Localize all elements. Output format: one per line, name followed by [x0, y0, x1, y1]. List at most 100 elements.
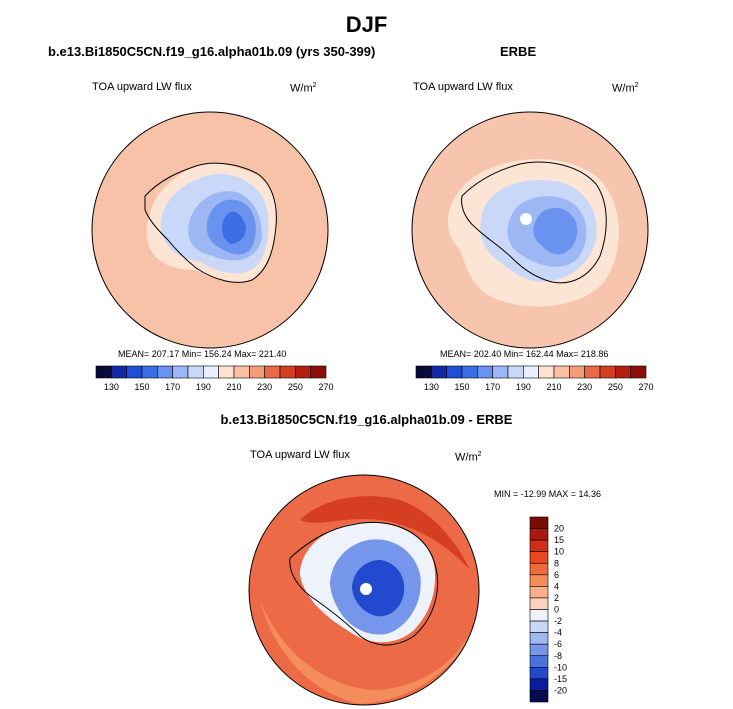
model-colorbar-box-6 — [187, 365, 204, 379]
obs-colorbar-box-8 — [538, 365, 555, 379]
diff-colorbar-label: -4 — [554, 628, 562, 638]
diff-colorbar-label: -20 — [554, 685, 567, 695]
obs-colorbar-box-6 — [507, 365, 524, 379]
model-colorbar-box-10 — [249, 365, 265, 379]
obs-polar-map — [411, 111, 649, 349]
diff-colorbar-box-0 — [529, 516, 549, 529]
model-coastline — [144, 162, 277, 283]
model-colorbar-box-9 — [233, 365, 250, 379]
diff-colorbar-label: 8 — [554, 558, 559, 568]
model-colorbar-label: 210 — [226, 382, 241, 392]
diff-colorbar-label: 20 — [554, 524, 564, 534]
diff-colorbar-box-12 — [529, 655, 549, 668]
obs-colorbar-box-7 — [523, 365, 539, 379]
diff-positive-band — [260, 600, 478, 704]
model-level-160 — [222, 211, 246, 244]
diff-colorbar-label: -15 — [554, 674, 567, 684]
obs-colorbar-box-3 — [461, 365, 478, 379]
diff-colorbar-label: 6 — [554, 570, 559, 580]
obs-colorbar-label: 130 — [424, 382, 439, 392]
model-colorbar-box-14 — [310, 365, 327, 379]
obs-variable-label: TOA upward LW flux — [413, 81, 513, 93]
model-colorbar-box-11 — [264, 365, 281, 379]
model-panel-title: b.e13.Bi1850C5CN.f19_g16.alpha01b.09 (yr… — [48, 44, 376, 59]
model-colorbar-label: 150 — [134, 382, 149, 392]
obs-colorbar-box-14 — [630, 365, 647, 379]
diff-colorbar-label: 0 — [554, 605, 559, 615]
obs-colorbar: 130 150 170 190 210 230 250 270 — [415, 365, 654, 392]
model-colorbar: 130 150 170 190 210 230 250 270 — [95, 365, 334, 392]
model-colorbar-box-12 — [279, 365, 296, 379]
diff-colorbar-label: 10 — [554, 547, 564, 557]
diff-colorbar-box-7 — [529, 597, 549, 610]
model-colorbar-box-7 — [203, 365, 219, 379]
obs-colorbar-label: 190 — [516, 382, 531, 392]
obs-units-label: W/m2 — [612, 82, 639, 95]
model-map-border — [91, 111, 329, 349]
model-stats-text: MEAN= 207.17 Min= 156.24 Max= 221.40 — [118, 349, 287, 359]
obs-level-170 — [533, 207, 578, 255]
obs-colorbar-box-2 — [446, 365, 463, 379]
diff-colorbar-box-6 — [529, 586, 549, 599]
model-colorbar-box-3 — [141, 365, 158, 379]
diff-panel-title: b.e13.Bi1850C5CN.f19_g16.alpha01b.09 - E… — [220, 412, 513, 427]
obs-colorbar-box-12 — [599, 365, 616, 379]
diff-colorbar-label: 2 — [554, 593, 559, 603]
model-colorbar-box-4 — [157, 365, 173, 379]
model-colorbar-box-13 — [295, 365, 311, 379]
diff-colorbar-box-1 — [529, 528, 549, 541]
diff-colorbar-box-5 — [529, 574, 549, 587]
obs-colorbar-box-10 — [569, 365, 585, 379]
diff-colorbar-label: -10 — [554, 662, 567, 672]
diff-colorbar-box-8 — [529, 609, 549, 622]
model-colorbar-label: 170 — [165, 382, 180, 392]
model-colorbar-box-1 — [111, 365, 127, 379]
diff-pole-mask — [360, 583, 372, 595]
obs-pole-mask — [520, 213, 532, 225]
obs-map-border — [411, 111, 649, 349]
model-colorbar-box-8 — [218, 365, 235, 379]
model-colorbar-label: 230 — [257, 382, 272, 392]
model-colorbar-label: 270 — [318, 382, 333, 392]
diff-colorbar-label: -8 — [554, 651, 562, 661]
diff-colorbar-label: 4 — [554, 581, 559, 591]
diff-variable-label: TOA upward LW flux — [250, 449, 350, 461]
model-colorbar-box-2 — [126, 365, 143, 379]
diff-colorbar-label: 15 — [554, 535, 564, 545]
obs-colorbar-label: 210 — [546, 382, 561, 392]
obs-colorbar-label: 250 — [608, 382, 623, 392]
diff-colorbar-box-11 — [529, 643, 549, 657]
diff-coastline — [289, 522, 439, 646]
model-colorbar-label: 190 — [196, 382, 211, 392]
diff-colorbar-box-10 — [529, 632, 549, 645]
model-colorbar-box-5 — [172, 365, 189, 379]
diff-colorbar-box-14 — [529, 678, 549, 691]
model-variable-label: TOA upward LW flux — [92, 81, 192, 93]
diff-colorbar-box-13 — [529, 667, 549, 680]
model-colorbar-box-0 — [95, 365, 112, 379]
obs-colorbar-box-11 — [584, 365, 601, 379]
diff-strong-positive-band — [300, 496, 470, 570]
model-colorbar-label: 130 — [104, 382, 119, 392]
diff-colorbar-box-9 — [529, 620, 549, 633]
obs-colorbar-box-4 — [477, 365, 493, 379]
model-polar-map — [91, 111, 329, 349]
obs-colorbar-label: 170 — [485, 382, 500, 392]
diff-map-border — [248, 474, 480, 706]
obs-colorbar-box-1 — [431, 365, 447, 379]
diff-colorbar-label: -2 — [554, 616, 562, 626]
diff-minmax-text: MIN = -12.99 MAX = 14.36 — [494, 489, 602, 499]
obs-stats-text: MEAN= 202.40 Min= 162.44 Max= 218.86 — [440, 349, 609, 359]
diff-colorbar-label: -6 — [554, 639, 562, 649]
obs-colorbar-label: 150 — [454, 382, 469, 392]
model-units-label: W/m2 — [290, 82, 317, 95]
model-colorbar-label: 250 — [288, 382, 303, 392]
diff-colorbar-box-3 — [529, 551, 549, 564]
diff-colorbar-box-4 — [529, 562, 549, 576]
obs-colorbar-box-5 — [492, 365, 509, 379]
diff-units-label: W/m2 — [455, 451, 482, 464]
obs-colorbar-box-13 — [615, 365, 631, 379]
obs-colorbar-box-9 — [553, 365, 570, 379]
